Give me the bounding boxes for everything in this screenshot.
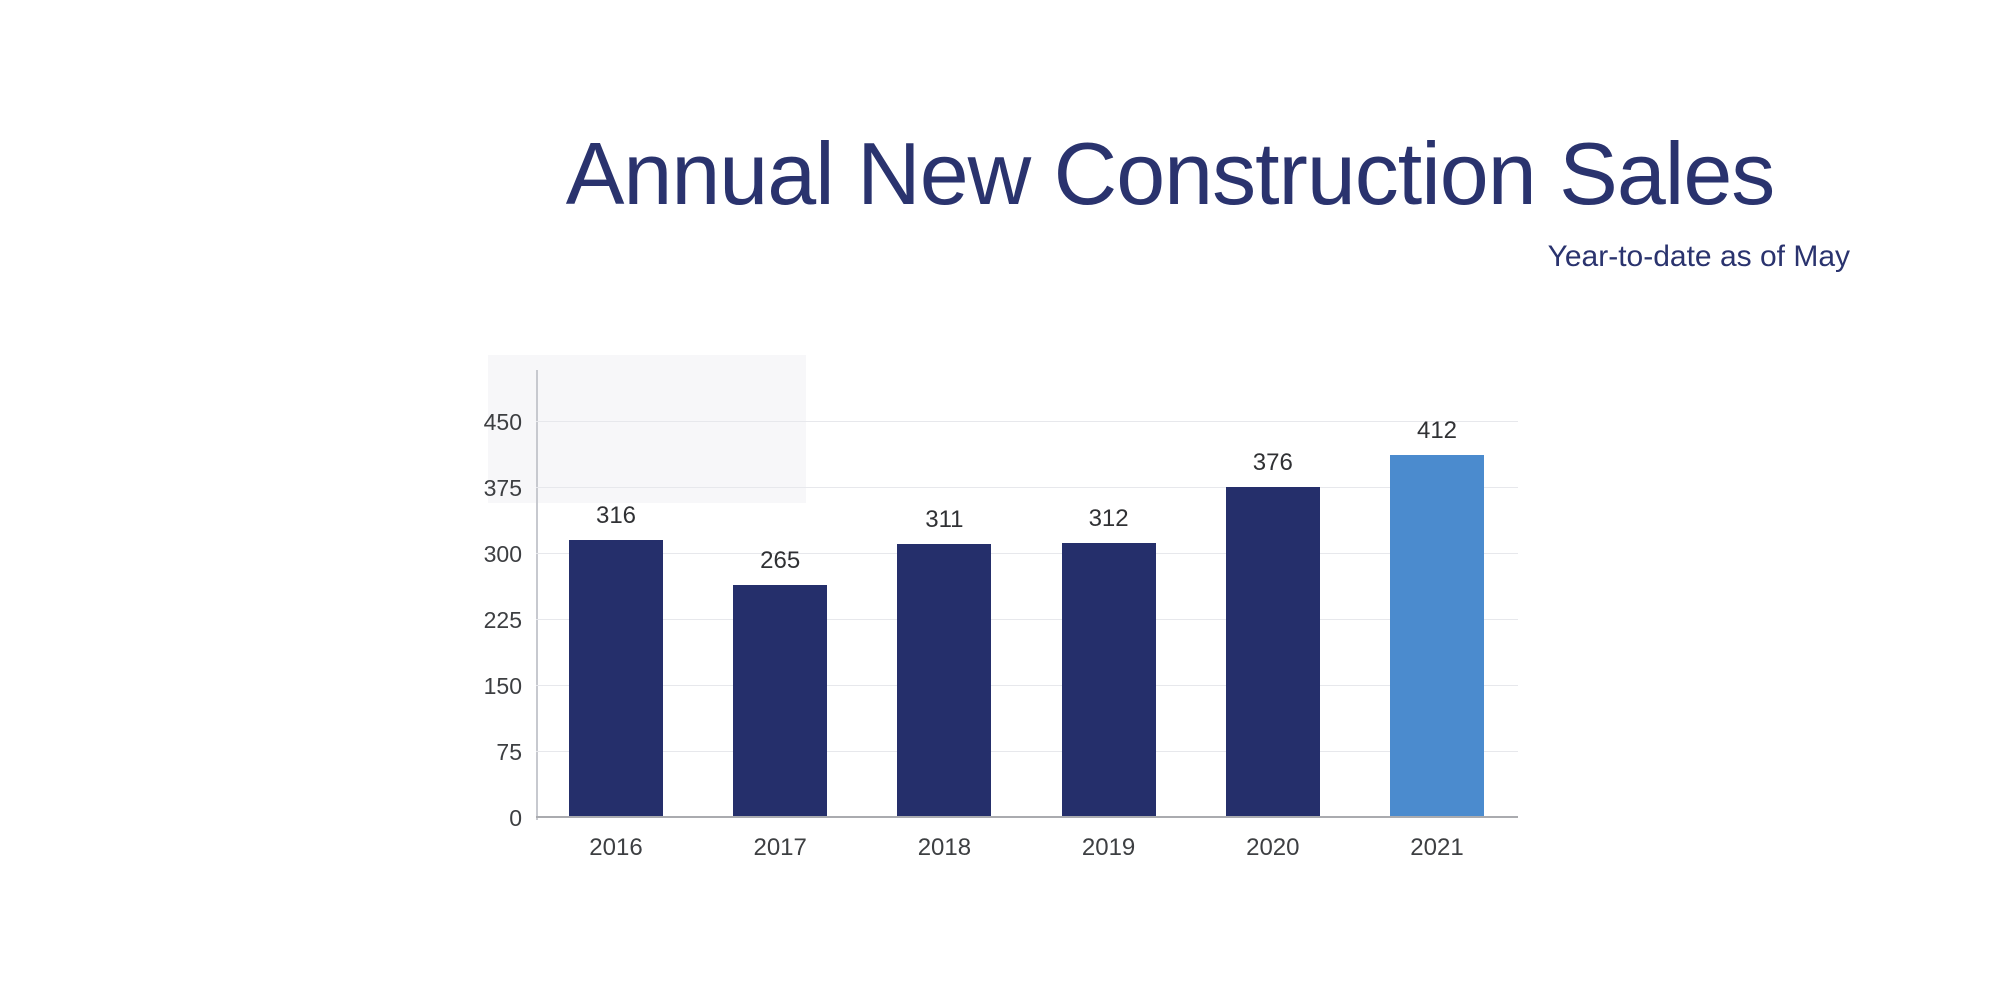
y-tick-label-375: 375	[483, 475, 522, 501]
y-tick-label-150: 150	[483, 673, 522, 699]
bar-value-label-2017: 265	[760, 546, 801, 574]
x-axis-label-2021: 2021	[1410, 834, 1464, 861]
plot-area: 316 265 311 312 376 412	[536, 370, 1518, 820]
bar-value-label-2016: 316	[595, 501, 637, 529]
bar-2018	[897, 544, 992, 818]
y-axis-line	[536, 370, 538, 820]
x-axis-label-2019: 2019	[1081, 834, 1136, 861]
y-tick-label-300: 300	[483, 541, 522, 567]
bar-value-label-2019: 312	[1088, 505, 1129, 533]
chart-area-tint	[488, 355, 806, 503]
gridline-300	[536, 553, 1518, 554]
gridline-150	[536, 685, 1518, 686]
gridline-375	[536, 487, 1518, 488]
chart-subtitle: Year-to-date as of May	[1547, 240, 1850, 273]
bar-value-label-2021: 412	[1416, 417, 1458, 445]
y-tick-label-75: 75	[496, 739, 522, 765]
x-axis-label-2020: 2020	[1246, 834, 1300, 861]
x-axis-baseline	[536, 816, 1518, 818]
bar-2020	[1225, 487, 1320, 818]
gridline-75	[536, 751, 1518, 752]
bar-2017	[733, 584, 828, 818]
bar-value-label-2018: 311	[925, 506, 964, 534]
bar-2019	[1061, 543, 1156, 818]
gridline-450	[536, 421, 1518, 422]
chart-title: Annual New Construction Sales	[565, 124, 1776, 223]
gridline-225	[536, 619, 1518, 620]
x-axis-label-2016: 2016	[589, 834, 643, 861]
x-axis-label-2017: 2017	[753, 834, 807, 861]
bar-2021	[1390, 455, 1484, 818]
y-tick-label-0: 0	[509, 805, 522, 831]
x-axis-label-2018: 2018	[917, 834, 972, 861]
bar-2016	[569, 539, 663, 818]
y-tick-label-450: 450	[483, 409, 522, 435]
bar-value-label-2020: 376	[1252, 449, 1293, 477]
y-tick-label-225: 225	[483, 607, 522, 633]
